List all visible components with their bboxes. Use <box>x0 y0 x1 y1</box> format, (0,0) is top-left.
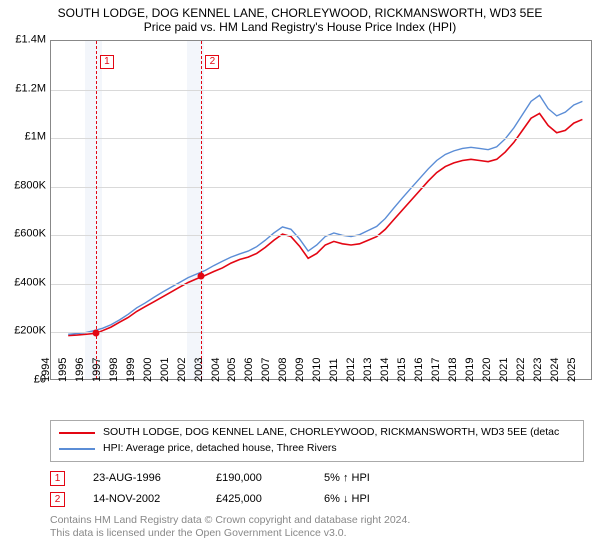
txn-line <box>96 41 97 379</box>
x-tick-label: 2024 <box>549 358 560 382</box>
x-tick-label: 2019 <box>465 358 476 382</box>
x-tick-label: 1996 <box>75 358 86 382</box>
x-tick-label: 1995 <box>58 358 69 382</box>
gridline <box>51 138 591 139</box>
gridline <box>51 90 591 91</box>
x-tick-label: 2014 <box>380 358 391 382</box>
txn-price: £190,000 <box>216 472 296 484</box>
x-tick-label: 2008 <box>278 358 289 382</box>
txn-dot <box>92 329 99 336</box>
y-tick-label: £600K <box>14 229 46 240</box>
txn-badge-inline: 2 <box>50 492 65 507</box>
x-tick-label: 2016 <box>414 358 425 382</box>
x-tick-label: 2007 <box>261 358 272 382</box>
footer-line2: This data is licensed under the Open Gov… <box>50 527 584 541</box>
legend-swatch <box>59 448 95 450</box>
x-tick-label: 2004 <box>210 358 221 382</box>
y-tick-label: £1M <box>25 132 46 143</box>
x-tick-label: 2015 <box>397 358 408 382</box>
y-axis: £0£200K£400K£600K£800K£1M£1.2M£1.4M <box>8 40 50 380</box>
gridline <box>51 332 591 333</box>
x-tick-label: 2017 <box>431 358 442 382</box>
footer: Contains HM Land Registry data © Crown c… <box>50 514 584 541</box>
txn-date: 23-AUG-1996 <box>93 472 188 484</box>
legend-item: HPI: Average price, detached house, Thre… <box>59 441 575 457</box>
gridline <box>51 284 591 285</box>
x-tick-label: 1997 <box>92 358 103 382</box>
x-tick-label: 2022 <box>515 358 526 382</box>
x-tick-label: 2002 <box>176 358 187 382</box>
legend-label: HPI: Average price, detached house, Thre… <box>103 441 337 457</box>
txn-hpi: 6% ↓ HPI <box>324 493 370 505</box>
transaction-table: 1 23-AUG-1996 £190,000 5% ↑ HPI 2 14-NOV-2002… <box>50 468 584 510</box>
chart-title: SOUTH LODGE, DOG KENNEL LANE, CHORLEYWOO… <box>8 6 592 20</box>
y-tick-label: £1.2M <box>15 83 46 94</box>
x-tick-label: 2000 <box>142 358 153 382</box>
txn-date: 14-NOV-2002 <box>93 493 188 505</box>
txn-badge: 1 <box>100 55 114 69</box>
x-tick-label: 2011 <box>329 358 340 382</box>
x-tick-label: 2021 <box>498 358 509 382</box>
x-tick-label: 2003 <box>193 358 204 382</box>
txn-hpi: 5% ↑ HPI <box>324 472 370 484</box>
footer-line1: Contains HM Land Registry data © Crown c… <box>50 514 584 528</box>
txn-dot <box>198 272 205 279</box>
y-tick-label: £800K <box>14 180 46 191</box>
txn-badge-inline: 1 <box>50 471 65 486</box>
gridline <box>51 235 591 236</box>
x-tick-label: 1994 <box>41 358 52 382</box>
x-tick-label: 1998 <box>109 358 120 382</box>
legend-swatch <box>59 432 95 434</box>
x-tick-label: 2018 <box>448 358 459 382</box>
x-tick-label: 1999 <box>126 358 137 382</box>
y-tick-label: £200K <box>14 326 46 337</box>
legend-item: SOUTH LODGE, DOG KENNEL LANE, CHORLEYWOO… <box>59 425 575 441</box>
x-tick-label: 2001 <box>159 358 170 382</box>
legend-label: SOUTH LODGE, DOG KENNEL LANE, CHORLEYWOO… <box>103 425 559 441</box>
txn-row: 1 23-AUG-1996 £190,000 5% ↑ HPI <box>50 468 584 489</box>
x-tick-label: 2013 <box>363 358 374 382</box>
x-tick-label: 2020 <box>482 358 493 382</box>
y-tick-label: £1.4M <box>15 35 46 46</box>
x-tick-label: 2025 <box>566 358 577 382</box>
x-tick-label: 2012 <box>346 358 357 382</box>
legend: SOUTH LODGE, DOG KENNEL LANE, CHORLEYWOO… <box>50 420 584 462</box>
chart: £0£200K£400K£600K£800K£1M£1.2M£1.4M 12 <box>8 40 592 380</box>
txn-row: 2 14-NOV-2002 £425,000 6% ↓ HPI <box>50 489 584 510</box>
x-tick-label: 2009 <box>295 358 306 382</box>
txn-line <box>201 41 202 379</box>
x-tick-label: 2006 <box>244 358 255 382</box>
txn-badge: 2 <box>205 55 219 69</box>
plot-area: 12 <box>50 40 592 380</box>
x-tick-label: 2005 <box>227 358 238 382</box>
gridline <box>51 187 591 188</box>
x-tick-label: 2010 <box>312 358 323 382</box>
x-tick-label: 2023 <box>532 358 543 382</box>
chart-subtitle: Price paid vs. HM Land Registry's House … <box>8 20 592 34</box>
y-tick-label: £400K <box>14 277 46 288</box>
x-axis: 1994199519961997199819992000200120022003… <box>50 380 592 416</box>
series-hpi <box>68 95 582 334</box>
series-svg <box>51 41 591 379</box>
txn-price: £425,000 <box>216 493 296 505</box>
